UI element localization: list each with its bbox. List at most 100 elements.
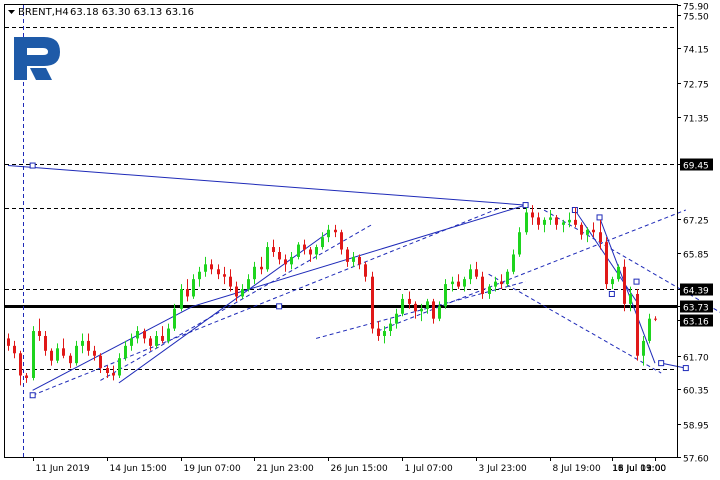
- y-label-box: [680, 283, 713, 296]
- y-tick-label: 61.70: [683, 354, 709, 364]
- candle-body: [389, 323, 392, 332]
- candle-body: [549, 217, 552, 220]
- candle-body: [32, 331, 35, 378]
- candle-body: [346, 249, 349, 262]
- candle-body: [395, 313, 398, 324]
- candle-body: [518, 232, 521, 255]
- candle-body: [364, 264, 367, 277]
- trend-line: [32, 305, 194, 391]
- candle-body: [568, 219, 571, 223]
- trend-line: [118, 231, 329, 384]
- candle-body: [130, 338, 133, 346]
- candle-body: [371, 276, 374, 329]
- dropdown-triangle-icon: [8, 10, 15, 14]
- candle-body: [229, 276, 232, 287]
- y-label-box: [680, 300, 713, 313]
- chart-header: BRENT,H4 63.18 63.30 63.13 63.16: [8, 7, 194, 18]
- level-lines: [5, 5, 677, 457]
- trend-line: [7, 165, 526, 206]
- candle-body: [605, 242, 608, 285]
- candle-body: [81, 340, 84, 346]
- candle-body: [13, 345, 16, 354]
- candle-body: [438, 306, 441, 319]
- candle-body: [506, 271, 509, 285]
- x-tick-label: 19 Jun 07:00: [184, 464, 241, 474]
- trend-line: [100, 224, 372, 381]
- axes: [4, 4, 678, 458]
- candle-body: [247, 279, 250, 290]
- candle-body: [444, 284, 447, 307]
- candle-body: [136, 331, 139, 339]
- x-tick-label: 8 Jul 19:00: [553, 464, 602, 474]
- candle-body: [543, 219, 546, 225]
- y-tick-label: 64.39: [683, 287, 709, 297]
- candle-body: [186, 289, 189, 297]
- candle-body: [167, 328, 170, 341]
- candle-body: [494, 281, 497, 287]
- broker-logo: [14, 37, 60, 80]
- plot-frame: [4, 4, 678, 458]
- candle-body: [50, 350, 53, 361]
- candle-body: [623, 266, 626, 304]
- candle-body: [592, 229, 595, 233]
- candle-body: [469, 269, 472, 280]
- x-tick-label: 18 Jul 19:00: [612, 464, 666, 474]
- candle-body: [401, 298, 404, 314]
- candle-body: [586, 229, 589, 235]
- candle-body: [284, 259, 287, 265]
- candle-body: [241, 289, 244, 297]
- candle-body: [99, 355, 102, 369]
- candle-body: [636, 293, 639, 356]
- trend-line: [488, 273, 662, 374]
- candle-body: [161, 335, 164, 341]
- ohlc-readout: 63.18 63.30 63.13 63.16: [70, 7, 194, 18]
- candle-body: [648, 318, 651, 341]
- candle-body: [198, 271, 201, 280]
- candle-body: [75, 345, 78, 364]
- candle-body: [303, 244, 306, 250]
- candle-body: [377, 328, 380, 336]
- y-tick-label: 60.35: [683, 387, 709, 397]
- candle-body: [457, 281, 460, 287]
- candle-body: [69, 355, 72, 364]
- candle-body: [7, 338, 10, 346]
- candle-body: [143, 331, 146, 339]
- y-tick-label: 69.45: [683, 162, 709, 172]
- anchor-point: [633, 278, 640, 285]
- candle-body: [475, 269, 478, 277]
- candle-body: [420, 308, 423, 312]
- candle-body: [451, 281, 454, 285]
- candle-body: [340, 232, 343, 250]
- candle-body: [315, 247, 318, 255]
- candle-body: [488, 286, 491, 294]
- candle-body: [432, 301, 435, 319]
- y-tick-label: 63.16: [683, 318, 709, 328]
- y-tick-label: 58.95: [683, 422, 709, 432]
- candles-layer: [7, 205, 657, 386]
- candle-body: [38, 331, 41, 336]
- candle-body: [580, 224, 583, 235]
- anchor-point: [522, 202, 529, 209]
- candle-body: [112, 373, 115, 376]
- candle-body: [210, 264, 213, 270]
- candle-body: [25, 375, 28, 378]
- candle-body: [642, 340, 645, 356]
- anchor-point: [276, 303, 283, 310]
- x-tick-label: 11 Jul 11:00: [612, 464, 666, 474]
- candle-body: [297, 244, 300, 257]
- candle-body: [463, 279, 466, 287]
- candle-body: [481, 276, 484, 294]
- candle-body: [334, 229, 337, 233]
- candle-body: [358, 256, 361, 265]
- symbol-label: BRENT,H4: [18, 7, 69, 18]
- candle-body: [531, 212, 534, 218]
- candle-body: [611, 279, 614, 285]
- candle-body: [555, 217, 558, 225]
- candle-body: [500, 281, 503, 285]
- candle-body: [278, 251, 281, 260]
- x-tick-label: 21 Jun 23:00: [257, 464, 314, 474]
- candle-body: [408, 298, 411, 304]
- logo-icon: [14, 37, 60, 80]
